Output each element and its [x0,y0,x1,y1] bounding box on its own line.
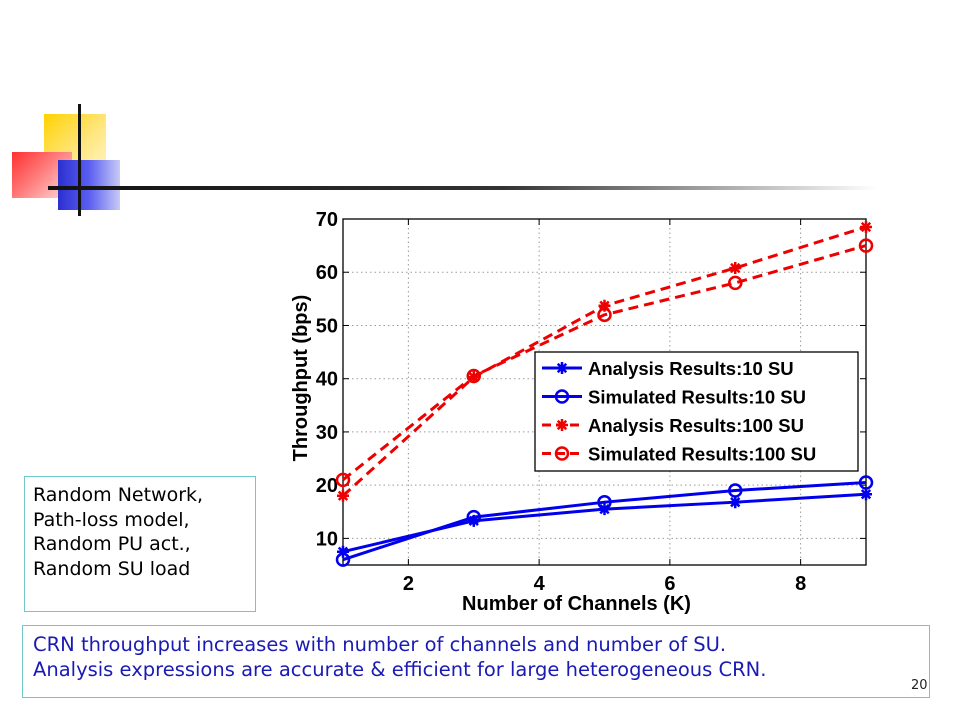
conclusion-line: Analysis expressions are accurate & effi… [33,658,767,681]
data-point-2 [728,483,743,498]
legend-swatch-marker [556,362,568,374]
decor-blue-square [58,160,120,210]
legend-label: Simulated Results:100 SU [588,444,816,465]
legend-label: Analysis Results:100 SU [588,415,804,436]
data-point-3 [860,220,872,233]
data-point-4 [466,368,481,384]
y-tick-label: 20 [316,475,338,497]
slide-number: 20 [911,678,928,693]
assumptions-box: Random Network, Path-loss model, Random … [24,476,256,612]
assumption-line: Random SU load [33,557,191,580]
conclusion-line: CRN throughput increases with number of … [33,633,727,656]
assumption-line: Random Network, [33,484,204,506]
y-tick-label: 50 [316,315,338,337]
series-line-2 [342,480,867,562]
data-point-1 [337,545,349,558]
legend-label: Analysis Results:10 SU [588,358,794,379]
x-tick-label: 2 [403,573,414,595]
data-point-2 [597,494,612,510]
y-tick-label: 10 [316,528,338,550]
data-point-3 [337,489,349,502]
data-point-1 [860,488,872,501]
legend-swatch-marker [554,389,570,404]
data-point-4 [597,307,612,323]
data-point-1 [729,496,742,509]
y-tick-label: 60 [316,262,338,284]
data-point-3 [598,299,611,312]
x-tick-label: 6 [664,573,675,595]
y-tick-label: 40 [316,369,338,391]
data-point-4 [858,238,874,253]
legend-label: Simulated Results:10 SU [588,387,806,408]
x-tick-label: 8 [795,573,806,595]
x-tick-label: 4 [534,573,546,595]
data-point-2 [858,475,874,490]
assumption-line: Random PU act., [33,533,191,555]
x-axis-label: Number of Channels (K) [462,593,691,615]
decor-horizontal-rule [48,186,878,190]
data-point-3 [729,261,742,274]
assumption-line: Path-loss model, [33,508,190,531]
series-line-4 [342,244,867,482]
data-point-1 [467,514,480,527]
decor-vertical-rule [78,104,81,216]
data-point-4 [335,472,351,488]
legend-swatch-marker [554,446,570,461]
data-point-4 [728,275,743,291]
data-point-2 [466,509,481,525]
legend-swatch-marker [556,419,568,431]
legend-box [534,351,859,472]
y-axis-label: Throughput (bps) [290,295,312,462]
conclusion-box: CRN throughput increases with number of … [22,625,930,698]
y-tick-label: 30 [316,422,338,444]
y-tick-label: 70 [316,209,338,231]
data-point-2 [335,552,351,567]
plot-frame [342,218,867,566]
